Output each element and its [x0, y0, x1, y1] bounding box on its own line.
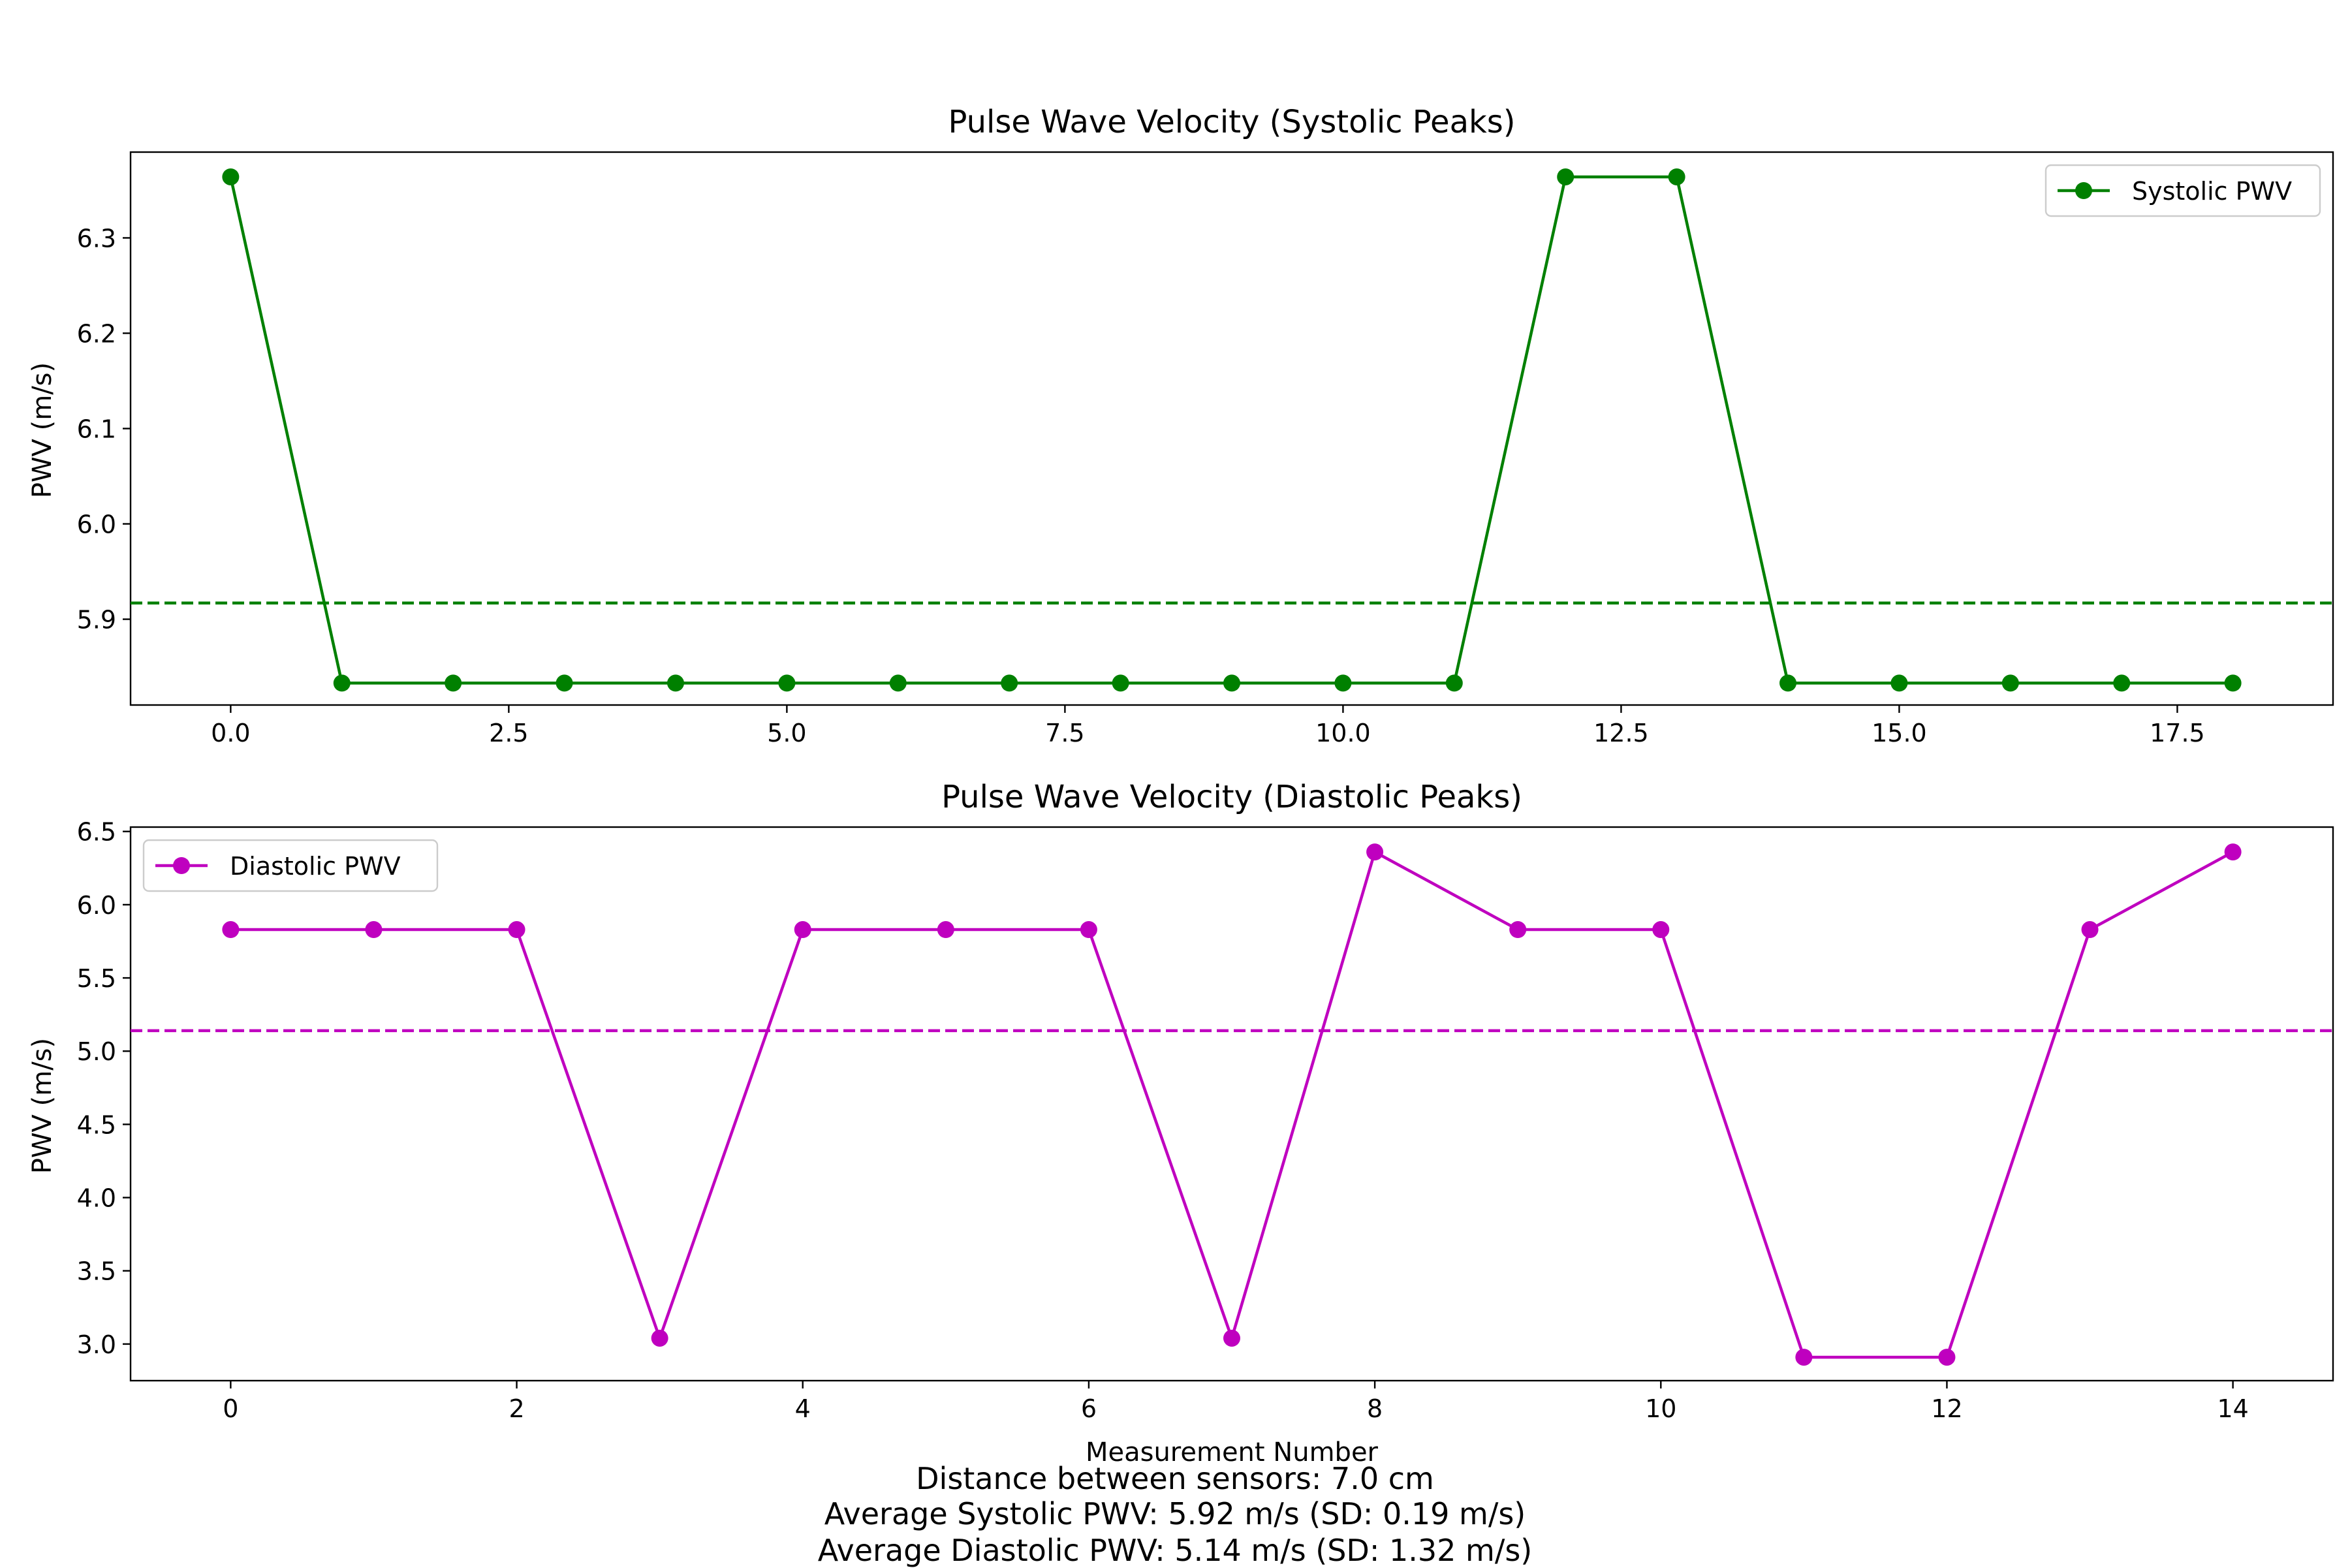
systolic-x-tick-label: 7.5 [1045, 719, 1084, 747]
diastolic-data-point [1223, 1329, 1240, 1347]
diastolic-x-tick-label: 2 [509, 1394, 524, 1423]
diastolic-data-point [508, 921, 525, 939]
diastolic-legend-label: Diastolic PWV [230, 852, 401, 881]
systolic-y-tick-label: 6.0 [77, 510, 116, 539]
systolic-legend-label: Systolic PWV [2132, 177, 2292, 206]
diastolic-y-tick-label: 6.5 [77, 818, 116, 847]
systolic-data-point [1112, 674, 1129, 692]
systolic-data-point [889, 674, 907, 692]
diastolic-data-point [1652, 921, 1670, 939]
systolic-y-axis-label: PWV (m/s) [27, 362, 57, 498]
systolic-x-tick-label: 17.5 [2150, 719, 2205, 747]
systolic-data-point [1334, 674, 1352, 692]
diastolic-data-point [937, 921, 954, 939]
systolic-y-tick-label: 6.1 [77, 415, 116, 444]
systolic-legend-box [2044, 164, 2321, 217]
diastolic-data-point [1938, 1349, 1956, 1366]
diastolic-legend-marker [173, 857, 190, 874]
diastolic-data-point [2081, 921, 2099, 939]
diastolic-x-tick-label: 12 [1931, 1394, 1962, 1423]
systolic-x-tick-label: 5.0 [767, 719, 806, 747]
diastolic-data-point [2224, 843, 2242, 861]
diastolic-y-tick-label: 4.0 [77, 1184, 116, 1213]
systolic-x-tick-label: 10.0 [1315, 719, 1371, 747]
systolic-series-line [229, 175, 2233, 685]
diastolic-data-point [1366, 843, 1384, 861]
diastolic-data-point [1080, 921, 1097, 939]
diastolic-chart-panel: Pulse Wave Velocity (Diastolic Peaks) PW… [27, 779, 2334, 1467]
systolic-data-point [666, 674, 684, 692]
systolic-data-point [2113, 674, 2131, 692]
diastolic-axes-frame [129, 826, 2334, 1382]
diastolic-x-tick-label: 0 [223, 1394, 238, 1423]
diastolic-x-axis-label: Measurement Number [1086, 1437, 1379, 1467]
systolic-axes-frame [129, 151, 2334, 706]
systolic-x-tick-label: 0.0 [211, 719, 250, 747]
systolic-legend-marker [2075, 182, 2092, 199]
diastolic-legend-box [142, 839, 439, 892]
systolic-data-point [1001, 674, 1018, 692]
systolic-y-tick-label: 6.3 [77, 224, 116, 253]
systolic-y-tick-label: 6.2 [77, 319, 116, 348]
diastolic-data-point [222, 921, 240, 939]
sensor-distance-text: Distance between sensors: 7.0 cm [916, 1461, 1434, 1496]
diastolic-data-point [365, 921, 383, 939]
systolic-data-point [1779, 674, 1797, 692]
diastolic-x-tick-label: 6 [1081, 1394, 1097, 1423]
systolic-data-point [222, 168, 240, 185]
systolic-data-point [1445, 674, 1463, 692]
diastolic-y-tick-label: 3.0 [77, 1330, 116, 1359]
diastolic-y-tick-label: 5.0 [77, 1037, 116, 1066]
diastolic-y-tick-label: 3.5 [77, 1257, 116, 1286]
systolic-x-tick-label: 12.5 [1593, 719, 1649, 747]
systolic-data-point [778, 674, 796, 692]
systolic-y-tick-label: 5.9 [77, 606, 116, 635]
diastolic-y-tick-label: 6.0 [77, 891, 116, 920]
average-diastolic-text: Average Diastolic PWV: 5.14 m/s (SD: 1.3… [817, 1533, 1533, 1568]
diastolic-x-tick-label: 10 [1645, 1394, 1676, 1423]
diastolic-chart-title: Pulse Wave Velocity (Diastolic Peaks) [941, 779, 1522, 815]
diastolic-y-tick-label: 5.5 [77, 964, 116, 993]
diastolic-y-axis-label: PWV (m/s) [27, 1038, 57, 1174]
systolic-x-tick-label: 15.0 [1872, 719, 1927, 747]
systolic-data-point [1557, 168, 1574, 185]
systolic-data-point [2224, 674, 2242, 692]
diastolic-data-point [1509, 921, 1527, 939]
systolic-data-point [556, 674, 573, 692]
systolic-data-point [333, 674, 351, 692]
systolic-chart-panel: Pulse Wave Velocity (Systolic Peaks) PWV… [27, 104, 2334, 747]
diastolic-data-point [794, 921, 811, 939]
systolic-data-point [1668, 168, 1685, 185]
diastolic-x-tick-label: 14 [2217, 1394, 2248, 1423]
systolic-chart-title: Pulse Wave Velocity (Systolic Peaks) [948, 104, 1515, 140]
diastolic-x-tick-label: 8 [1367, 1394, 1383, 1423]
systolic-data-point [2001, 674, 2019, 692]
systolic-data-point [445, 674, 462, 692]
systolic-data-point [1890, 674, 1908, 692]
diastolic-y-tick-label: 4.5 [77, 1110, 116, 1139]
diastolic-x-tick-label: 4 [795, 1394, 811, 1423]
average-systolic-text: Average Systolic PWV: 5.92 m/s (SD: 0.19… [824, 1496, 1526, 1531]
diastolic-data-point [651, 1329, 668, 1347]
systolic-x-tick-label: 2.5 [489, 719, 528, 747]
diastolic-series-line [230, 850, 2234, 1359]
diastolic-data-point [1795, 1349, 1813, 1366]
systolic-data-point [1223, 674, 1240, 692]
